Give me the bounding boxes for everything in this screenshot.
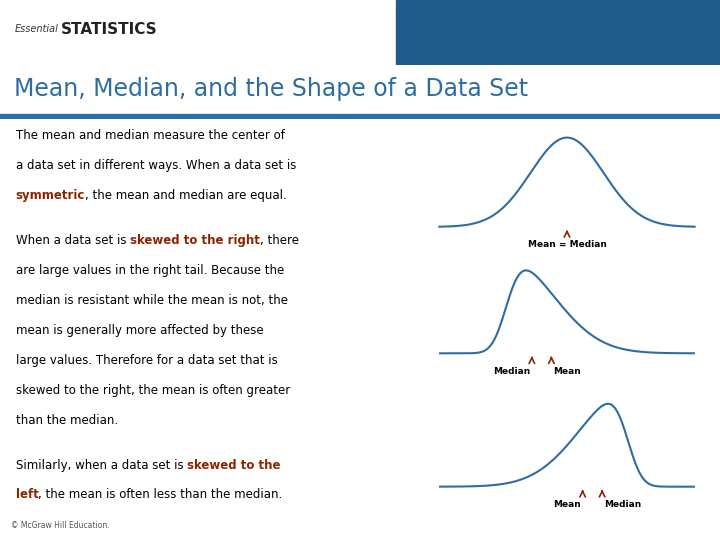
Text: Essential: Essential [14,24,58,34]
Bar [0,114,720,119]
Text: STATISTICS: STATISTICS [61,22,158,37]
Bar [396,0,720,65]
Text: © McGraw Hill Education.: © McGraw Hill Education. [12,522,110,530]
Text: symmetric: symmetric [16,189,85,202]
Text: skewed to the: skewed to the [187,458,281,471]
Text: Median: Median [604,500,642,509]
Text: , the mean is often less than the median.: , the mean is often less than the median… [38,489,283,502]
Text: median is resistant while the mean is not, the: median is resistant while the mean is no… [16,294,287,307]
Text: Mean: Mean [554,367,581,376]
Bar [0,0,396,65]
Text: Mean: Mean [553,500,580,509]
Text: William Navidi     Barry Monk: William Navidi Barry Monk [228,24,377,34]
Text: Similarly, when a data set is: Similarly, when a data set is [16,458,187,471]
Text: , the mean and median are equal.: , the mean and median are equal. [85,189,287,202]
Text: a data set in different ways. When a data set is: a data set in different ways. When a dat… [16,159,296,172]
Text: Mean = Median: Mean = Median [528,240,606,249]
Text: , there: , there [260,234,299,247]
Text: mean is generally more affected by these: mean is generally more affected by these [16,324,264,337]
Text: When a data set is: When a data set is [16,234,130,247]
Text: large values. Therefore for a data set that is: large values. Therefore for a data set t… [16,354,277,367]
Text: than the median.: than the median. [16,414,118,427]
Text: skewed to the right, the mean is often greater: skewed to the right, the mean is often g… [16,383,290,397]
Text: The mean and median measure the center of: The mean and median measure the center o… [16,129,284,142]
Text: Mean, Median, and the Shape of a Data Set: Mean, Median, and the Shape of a Data Se… [14,77,528,101]
Text: skewed to the right: skewed to the right [130,234,260,247]
Text: Median: Median [492,367,530,376]
Text: are large values in the right tail. Because the: are large values in the right tail. Beca… [16,264,284,277]
Text: left: left [16,489,38,502]
